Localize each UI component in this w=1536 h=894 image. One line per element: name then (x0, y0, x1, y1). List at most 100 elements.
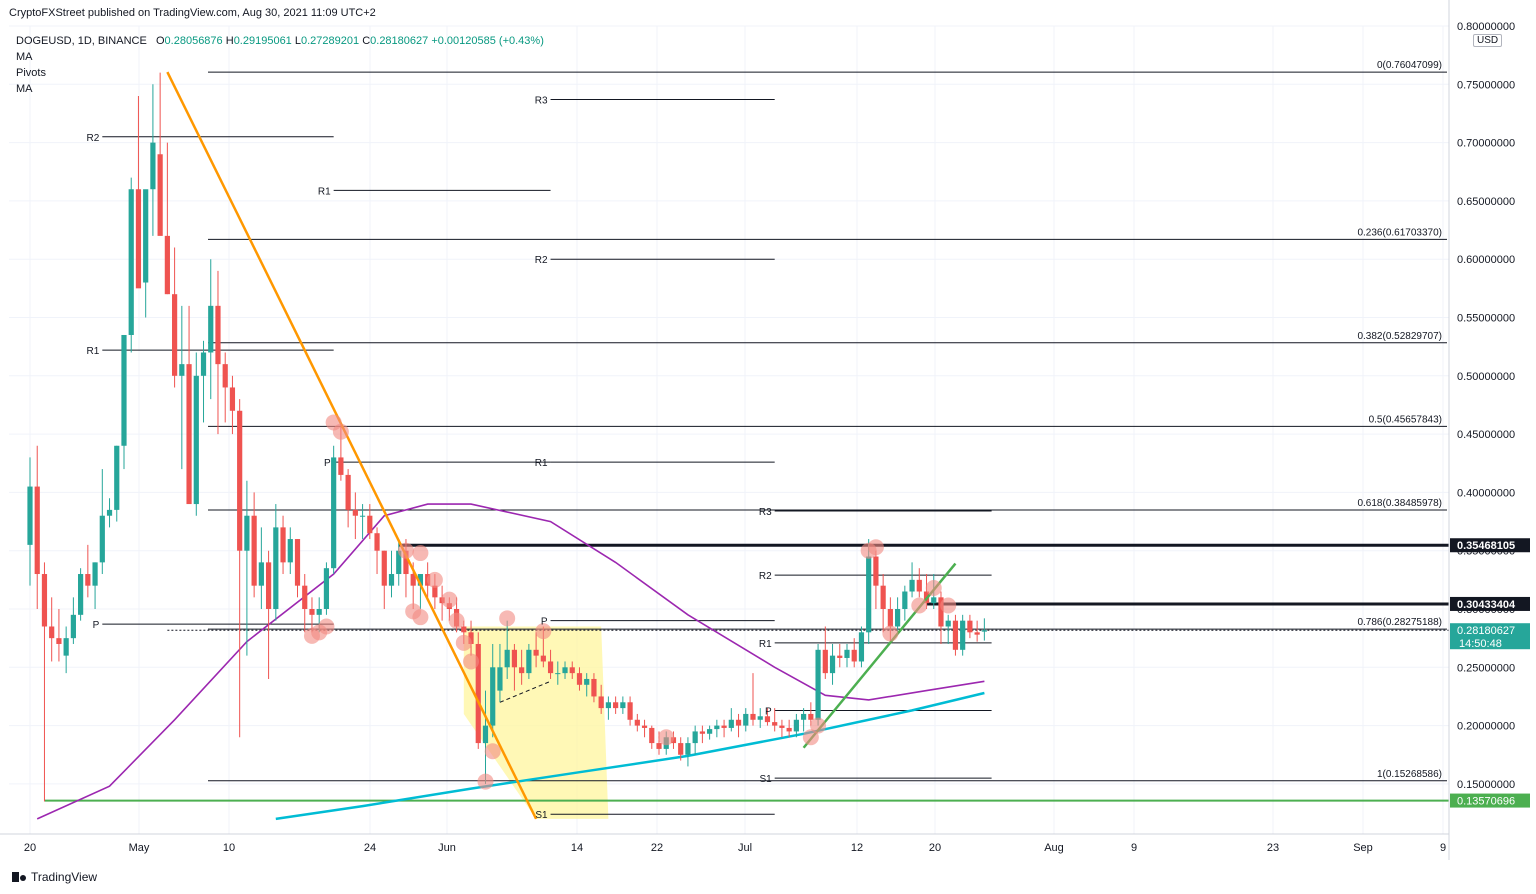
candle-body (468, 632, 474, 644)
candle (801, 708, 807, 732)
candle-body (967, 620, 973, 633)
candle (374, 527, 380, 575)
candle-body (403, 550, 409, 575)
close-value: 0.28180627 (370, 35, 429, 47)
candle-body (128, 189, 134, 335)
candle-body (114, 445, 120, 510)
candle (952, 614, 959, 656)
candle (287, 527, 293, 575)
candle-body (743, 713, 749, 726)
candle-body (620, 702, 626, 709)
brand-label: TradingView (31, 870, 98, 884)
candle-body (475, 643, 481, 744)
candle-body (887, 609, 893, 627)
candle (215, 270, 221, 435)
candle (960, 614, 966, 656)
candle-body (627, 702, 633, 720)
candle-body (649, 727, 655, 744)
candle (895, 597, 901, 633)
candle (598, 684, 604, 714)
candle (85, 544, 91, 598)
candle (526, 643, 532, 679)
candle (873, 550, 879, 609)
candle-body (873, 556, 879, 586)
candle-body (808, 713, 814, 720)
candle-body (200, 352, 207, 376)
candle-body (714, 725, 720, 730)
candle-body (316, 609, 322, 615)
symbol-label[interactable]: DOGEUSD, 1D, BINANCE (16, 35, 147, 47)
candle-body (294, 539, 301, 586)
candle (309, 597, 315, 633)
candle (562, 661, 568, 679)
fib-label: 0.382(0.52829707) (1357, 331, 1442, 342)
price-badge (1450, 793, 1530, 808)
candle-body (533, 649, 539, 656)
x-tick-label: 9 (1131, 842, 1137, 854)
candle (135, 95, 142, 289)
candle (106, 498, 113, 528)
candle-body (728, 719, 734, 728)
candle (70, 597, 76, 644)
fib-label: 0.786(0.28275188) (1357, 617, 1442, 628)
candle-body (772, 722, 778, 726)
candle (200, 340, 207, 423)
candle (27, 457, 33, 586)
candle (280, 515, 286, 575)
candle (743, 708, 749, 732)
candle-body (735, 719, 742, 726)
touch-marker (535, 623, 552, 640)
legend: DOGEUSD, 1D, BINANCE O0.28056876 H0.2919… (16, 33, 544, 97)
pivot-label: S1 (535, 810, 548, 821)
candle (750, 673, 756, 726)
fib-label: 0.618(0.38485978) (1357, 498, 1442, 509)
touch-markers (303, 414, 957, 790)
candle-body (916, 579, 922, 592)
touch-marker (911, 597, 928, 614)
candle (150, 84, 156, 236)
x-tick-label: 14 (571, 842, 583, 854)
candle (822, 626, 828, 679)
candle-body (786, 727, 792, 732)
candle (468, 620, 474, 656)
candle-body (143, 189, 149, 283)
candle (851, 638, 857, 668)
candle-body (880, 585, 886, 609)
touch-marker (412, 609, 429, 626)
touch-marker (448, 612, 465, 629)
indicator-pivots[interactable]: Pivots (16, 67, 46, 79)
open-label: O (155, 35, 165, 47)
candle (902, 585, 908, 621)
candle-body (591, 678, 597, 697)
candle-body (605, 702, 611, 709)
candle (779, 719, 785, 738)
x-tick-label: Jul (738, 842, 752, 854)
candle-body (56, 638, 62, 644)
pivot-label: R1 (535, 458, 548, 469)
close-label: C (362, 35, 371, 47)
candle (728, 708, 734, 732)
candle-body (569, 667, 575, 674)
pivot-label: R2 (87, 133, 100, 144)
candle (114, 445, 120, 522)
tradingview-logo[interactable]: TradingView (12, 870, 97, 884)
candle (721, 719, 727, 738)
candle-body (685, 743, 691, 755)
candle-body (909, 579, 915, 592)
candle-body (432, 585, 438, 598)
touch-marker (484, 743, 501, 760)
change-value: +0.00120585 (+0.43%) (431, 35, 544, 47)
indicator-ma-2[interactable]: MA (16, 83, 33, 95)
candle-body (338, 457, 344, 475)
candle-body (547, 661, 554, 674)
pivot-label: R2 (535, 255, 548, 266)
candle-body (837, 655, 843, 658)
candle-body (519, 667, 525, 674)
candle (323, 562, 330, 615)
y-tick-label: 0.50000000 (1457, 371, 1515, 383)
candle-body (844, 649, 850, 658)
indicator-ma-1[interactable]: MA (16, 51, 33, 63)
currency-badge[interactable]: USD (1473, 34, 1503, 47)
candle-body (410, 574, 416, 586)
